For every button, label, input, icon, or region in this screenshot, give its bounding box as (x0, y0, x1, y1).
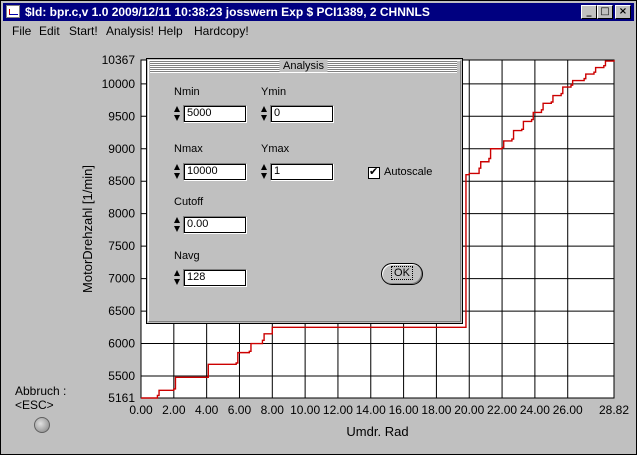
menu-file[interactable]: File (12, 24, 32, 38)
dialog-title-bar[interactable]: Analysis (150, 60, 457, 73)
y-tick-label: 7500 (108, 239, 135, 253)
y-tick-label: 8500 (108, 174, 135, 188)
cutoff-spinner[interactable] (173, 216, 181, 234)
cutoff-field[interactable]: 0.00 (183, 216, 247, 234)
x-tick-label: 28.82 (599, 403, 629, 417)
x-tick-label: 6.00 (228, 403, 252, 417)
speed-series-line (141, 60, 615, 399)
maximize-button[interactable]: □ (597, 5, 613, 19)
navg-field[interactable]: 128 (183, 269, 247, 287)
window-title: $Id: bpr.c,v 1.0 2009/12/11 10:38:23 jos… (25, 5, 430, 19)
ymin-label: Ymin (261, 86, 287, 98)
minimize-button[interactable]: _ (581, 5, 597, 19)
dialog-title: Analysis (279, 60, 328, 72)
y-tick-label: 6000 (108, 337, 135, 351)
x-tick-label: 0.00 (129, 403, 153, 417)
x-tick-label: 18.00 (421, 403, 451, 417)
ymax-field[interactable]: 1 (270, 163, 334, 181)
x-tick-label: 26.00 (553, 403, 583, 417)
close-button[interactable]: × (615, 5, 631, 19)
x-tick-label: 12.00 (323, 403, 353, 417)
y-tick-label: 7000 (108, 272, 135, 286)
x-tick-label: 22.00 (487, 403, 517, 417)
y-axis-label: MotorDrehzahl [1/min] (80, 165, 95, 293)
abort-button[interactable] (34, 417, 50, 433)
y-tick-label: 5500 (108, 369, 135, 383)
y-tick-label: 9000 (108, 142, 135, 156)
x-tick-label: 14.00 (356, 403, 386, 417)
x-tick-label: 24.00 (520, 403, 550, 417)
app-icon[interactable] (6, 5, 20, 18)
menu-hardcopy[interactable]: Hardcopy! (194, 24, 249, 38)
ok-button[interactable]: OK (381, 263, 423, 285)
nmax-field[interactable]: 10000 (183, 163, 247, 181)
nmin-label: Nmin (174, 86, 200, 98)
nmax-spinner[interactable] (173, 163, 181, 181)
y-tick-label: 8000 (108, 207, 135, 221)
x-tick-label: 4.00 (195, 403, 219, 417)
analysis-dialog: Analysis Nmin 5000 Ymin 0 Nmax 10000 Yma… (146, 58, 463, 324)
ok-button-label: OK (391, 266, 413, 280)
navg-spinner[interactable] (173, 269, 181, 287)
menu-analysis[interactable]: Analysis! (106, 24, 155, 38)
y-tick-label: 5161 (108, 391, 135, 405)
x-tick-label: 16.00 (389, 403, 419, 417)
x-tick-label: 2.00 (162, 403, 186, 417)
y-tick-label: 10367 (102, 53, 136, 67)
ymax-spinner[interactable] (260, 163, 268, 181)
nmin-field[interactable]: 5000 (183, 105, 247, 123)
abort-key: <ESC> (15, 398, 54, 412)
nmax-label: Nmax (174, 143, 203, 155)
menu-start[interactable]: Start! (69, 24, 98, 38)
y-tick-label: 6500 (108, 304, 135, 318)
y-tick-label: 10000 (102, 77, 136, 91)
nmin-spinner[interactable] (173, 105, 181, 123)
x-tick-label: 8.00 (261, 403, 285, 417)
menu-help[interactable]: Help (158, 24, 183, 38)
ymin-field[interactable]: 0 (270, 105, 334, 123)
y-tick-label: 9500 (108, 109, 135, 123)
ymax-label: Ymax (261, 143, 290, 155)
cutoff-label: Cutoff (174, 196, 204, 208)
ymin-spinner[interactable] (260, 105, 268, 123)
x-tick-label: 10.00 (290, 403, 320, 417)
x-tick-label: 20.00 (454, 403, 484, 417)
autoscale-label: Autoscale (384, 166, 433, 178)
autoscale-checkbox[interactable] (368, 165, 380, 179)
menu-bar: File Edit Start! Analysis! Help Hardcopy… (3, 22, 634, 41)
abort-label: Abbruch : (15, 384, 67, 398)
menu-edit[interactable]: Edit (39, 24, 60, 38)
abort-hint: Abbruch : <ESC> (15, 384, 66, 412)
navg-label: Navg (174, 250, 200, 262)
x-axis-label: Umdr. Rad (346, 424, 408, 439)
title-bar[interactable]: $Id: bpr.c,v 1.0 2009/12/11 10:38:23 jos… (3, 3, 634, 21)
